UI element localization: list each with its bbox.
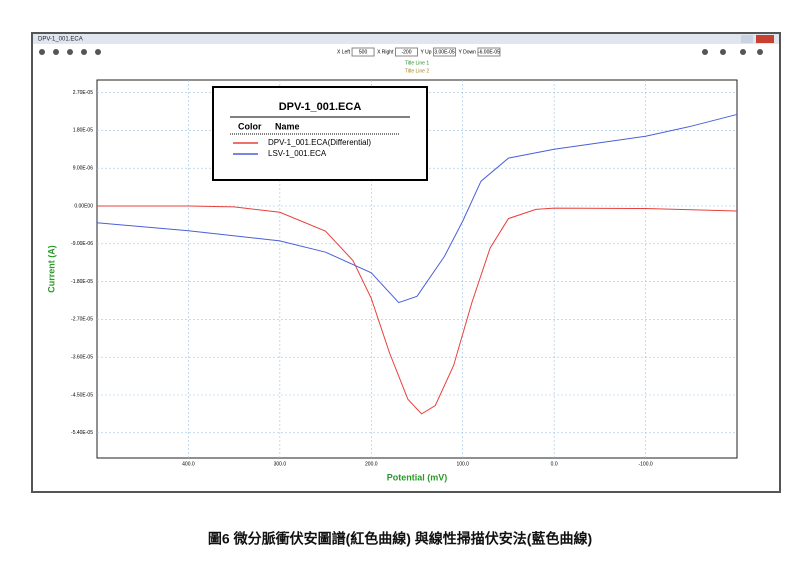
x-axis-label: Potential (mV): [387, 472, 448, 482]
x-tick-label: -100.0: [638, 461, 652, 467]
y-tick-label: -9.00E-06: [71, 241, 93, 247]
legend-label: DPV-1_001.ECA(Differential): [268, 138, 371, 147]
y-tick-label: 0.00E00: [74, 203, 93, 209]
zoom-icon[interactable]: [740, 49, 746, 55]
camera-icon[interactable]: [702, 49, 708, 55]
y-tick-label: -5.40E-05: [71, 430, 93, 436]
y-tick-label: 1.80E-05: [73, 128, 94, 134]
maximize-button[interactable]: [741, 35, 753, 43]
window-title: DPV-1_001.ECA: [38, 37, 83, 43]
legend-title: DPV-1_001.ECA: [279, 101, 362, 113]
toolbar-field[interactable]: [477, 47, 501, 57]
title-bar: [33, 34, 779, 44]
toolbar-value: -200: [401, 49, 411, 55]
y-tick-label: -3.60E-05: [71, 355, 93, 361]
close-button[interactable]: [756, 35, 774, 43]
toolbar-field[interactable]: [394, 47, 418, 57]
legend: DPV-1_001.ECA Color Name DPV-1_001.ECA(D…: [212, 86, 428, 181]
y-tick-label: -4.50E-05: [71, 392, 93, 398]
y-tick-label: 2.70E-05: [73, 90, 94, 96]
x-tick-label: 300.0: [274, 461, 287, 467]
toolbar-value: -6.00E-05: [478, 49, 500, 55]
zoom-icon[interactable]: [67, 49, 73, 55]
y-tick-label: 9.00E-06: [73, 166, 94, 172]
x-tick-label: 100.0: [456, 461, 469, 467]
chart-subtitle: Title Line 2: [405, 68, 429, 74]
legend-label: LSV-1_001.ECA: [268, 149, 327, 158]
toolbar-icons: [39, 49, 763, 55]
chart-subtitle: Title Line 1: [405, 60, 429, 66]
y-axis-label: Current (A): [46, 245, 56, 293]
toolbar-value: 500: [359, 49, 368, 55]
caption: 圖6 微分脈衝伏安圖譜(紅色曲線) 與線性掃描伏安法(藍色曲線): [208, 531, 592, 547]
pan-icon[interactable]: [53, 49, 59, 55]
plot-frame: [96, 79, 738, 459]
zoom-icon[interactable]: [39, 49, 45, 55]
toolbar-label: Y Up: [420, 49, 431, 55]
color-icon[interactable]: [720, 49, 726, 55]
print-icon[interactable]: [757, 49, 763, 55]
toolbar-field[interactable]: [351, 47, 375, 57]
y-tick-label: -1.80E-05: [71, 279, 93, 285]
legend-header: Name: [275, 121, 300, 131]
toolbar-field[interactable]: [433, 47, 457, 57]
x-tick-label: 0.0: [551, 461, 558, 467]
x-tick-label: 200.0: [365, 461, 378, 467]
zoom-icon[interactable]: [81, 49, 87, 55]
y-tick-label: -2.70E-05: [71, 317, 93, 323]
toolbar-value: 3.00E-05: [434, 49, 455, 55]
data-line: [97, 205, 738, 415]
legend-header: Color: [238, 121, 262, 131]
toolbar-label: Y Down: [459, 49, 477, 55]
data-line: [96, 113, 738, 304]
toolbar-label: X Left: [337, 49, 351, 55]
x-tick-label: 400.0: [182, 461, 195, 467]
toolbar-label: X Right: [377, 49, 394, 55]
zoom-icon[interactable]: [95, 49, 101, 55]
